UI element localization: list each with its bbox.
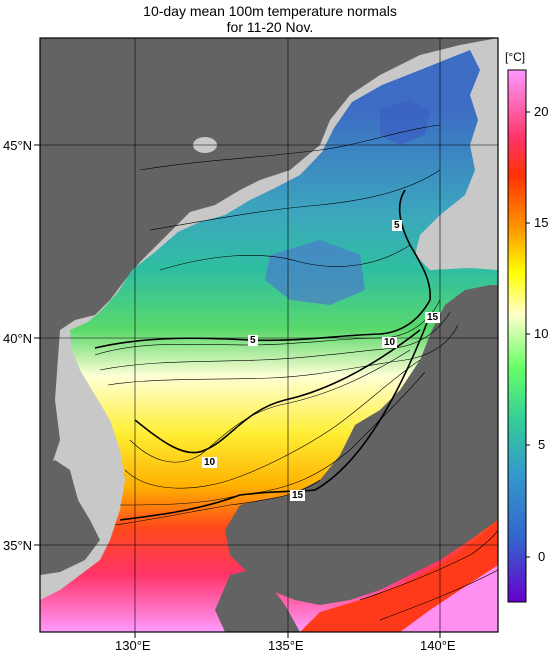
colorbar <box>507 69 527 603</box>
lon-label-140: 140°E <box>420 638 456 653</box>
cold-pool <box>380 100 430 145</box>
island <box>448 233 472 247</box>
contour-label: 5 <box>392 220 402 231</box>
lon-label-135: 135°E <box>268 638 304 653</box>
contour-label: 15 <box>290 490 306 501</box>
frame-ticks <box>34 144 441 638</box>
colorbar-tick-10: 10 <box>534 326 549 341</box>
cold-pool-central <box>265 240 365 305</box>
korea-land <box>40 460 100 575</box>
colorbar-unit: [°C] <box>505 50 526 64</box>
lat-label-40: 40°N <box>3 331 33 346</box>
colorbar-ticks <box>526 111 530 558</box>
honshu-land <box>225 285 498 605</box>
lat-label-45: 45°N <box>3 138 33 153</box>
contour-label: 5 <box>248 335 258 346</box>
graticule <box>40 38 498 632</box>
map-title-line1: 10-day mean 100m temperature normals <box>143 3 397 19</box>
kuroshio-core <box>400 565 498 632</box>
contour-label: 10 <box>202 457 218 468</box>
contour-label: 15 <box>425 312 441 323</box>
colorbar-tick-20: 20 <box>534 104 549 119</box>
contour-label: 10 <box>382 337 398 348</box>
map-frame <box>39 37 499 633</box>
colorbar-tick-15: 15 <box>534 215 549 230</box>
colorbar-tick-0: 0 <box>538 549 546 564</box>
kyushu-land <box>215 570 300 632</box>
colorbar-tick-5: 5 <box>538 437 546 452</box>
lat-label-35: 35°N <box>3 538 33 553</box>
lon-label-130: 130°E <box>115 638 151 653</box>
map-title-line2: for 11-20 Nov. <box>226 19 314 35</box>
